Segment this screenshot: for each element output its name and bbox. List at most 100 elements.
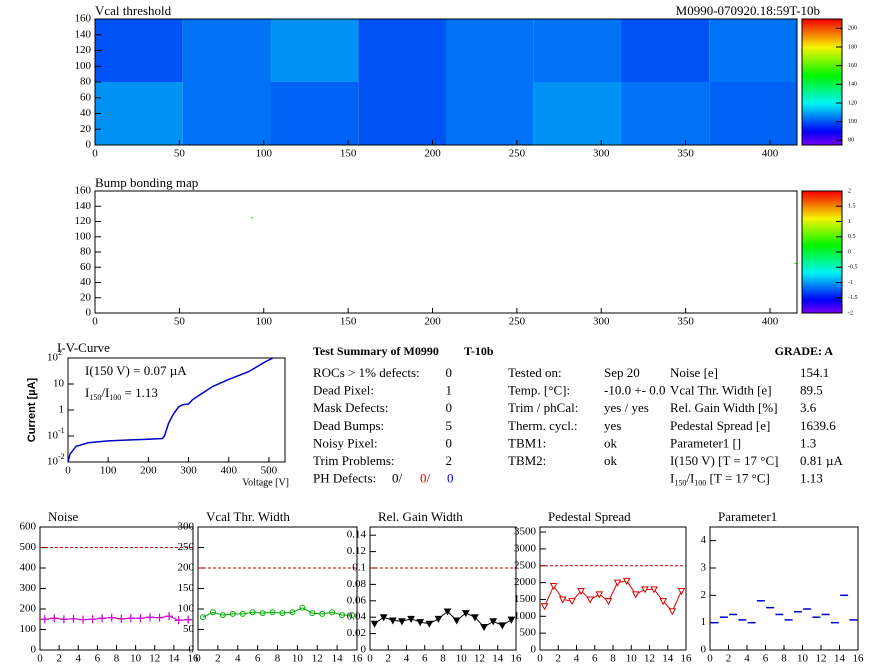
- summary-label: ROCs > 1% defects:: [313, 365, 420, 380]
- y-tick-label: 120: [75, 44, 92, 56]
- x-tick-label: 8: [440, 653, 446, 665]
- y-tick-label: 300: [178, 521, 195, 533]
- y-tick-label: 0: [31, 644, 37, 656]
- y-tick-label: 0: [86, 307, 92, 319]
- marker: [388, 617, 397, 625]
- heatmap-cell: [533, 82, 622, 145]
- summary-value: 0.81 µA: [800, 453, 843, 468]
- palette-slice: [802, 79, 842, 83]
- x-tick-label: 200: [140, 465, 157, 477]
- data-line: [67, 357, 274, 463]
- marker: [379, 614, 388, 622]
- palette-slice: [802, 252, 842, 255]
- x-tick-label: 4: [404, 653, 410, 665]
- palette-slice: [802, 107, 842, 110]
- marker: [407, 615, 415, 623]
- marker: [209, 609, 216, 616]
- palette-slice: [802, 69, 842, 72]
- x-tick-label: 150: [340, 148, 357, 160]
- y-tick-label: 150: [178, 582, 195, 594]
- x-tick-label: 0: [367, 653, 373, 665]
- palette-slice: [802, 136, 842, 140]
- palette-label: -1: [848, 280, 853, 286]
- palette-slice: [802, 308, 842, 312]
- marker: [604, 598, 613, 606]
- y-tick-label: 3: [701, 562, 707, 574]
- palette-slice: [802, 203, 842, 206]
- y-tick-exponent: 2: [58, 348, 62, 357]
- marker: [136, 614, 145, 623]
- summary-value: ok: [604, 435, 618, 450]
- x-tick-label: 0: [65, 465, 71, 477]
- summary-tag: T-10b: [464, 344, 494, 358]
- chart-title: I-V-Curve: [57, 340, 110, 355]
- palette-slice: [802, 243, 842, 247]
- marker: [259, 610, 266, 617]
- ratio-part: /I: [686, 471, 694, 486]
- palette-slice: [802, 245, 842, 249]
- marker: [398, 618, 406, 626]
- palette-slice: [802, 90, 842, 93]
- palette-slice: [802, 284, 842, 288]
- x-tick-label: 16: [188, 653, 200, 665]
- y-tick-label: 100: [20, 623, 37, 635]
- y-tick-label: 60: [80, 91, 92, 103]
- y-tick-label: 1000: [514, 610, 537, 622]
- ratio-part: I: [670, 471, 674, 486]
- y-tick-label: 400: [20, 562, 37, 574]
- heatmap-cell: [95, 82, 183, 145]
- palette-slice: [802, 288, 842, 292]
- marker: [349, 612, 356, 619]
- palette-label: 180: [848, 44, 857, 50]
- marker: [219, 612, 226, 619]
- summary-label: Dead Pixel:: [313, 383, 374, 398]
- y-tick-label: 500: [20, 541, 37, 553]
- marker: [59, 615, 68, 624]
- y-tick-label: 100: [178, 603, 195, 615]
- palette-slice: [802, 124, 842, 127]
- palette-slice: [802, 65, 842, 68]
- x-tick-label: 400: [762, 316, 779, 328]
- palette-slice: [802, 207, 842, 210]
- marker: [199, 614, 206, 621]
- y-tick-label: 0: [361, 644, 367, 656]
- palette-slice: [802, 306, 842, 310]
- x-tick-label: 350: [677, 316, 694, 328]
- palette-slice: [802, 201, 842, 204]
- x-tick-label: 10: [456, 653, 468, 665]
- chart-subtitle: M0990-070920.18:59T-10b: [676, 3, 820, 18]
- heatmap-cell: [709, 19, 797, 82]
- x-tick-label: 2: [726, 653, 732, 665]
- summary-label: I(150 V) [T = 17 °C]: [670, 453, 778, 468]
- summary-value: 1.13: [800, 471, 823, 486]
- marker: [650, 586, 658, 594]
- palette-slice: [802, 126, 842, 129]
- x-tick-label: 6: [422, 653, 428, 665]
- y-tick-label: 120: [75, 215, 92, 227]
- palette-slice: [802, 239, 842, 243]
- palette-slice: [802, 61, 842, 64]
- palette-slice: [802, 193, 842, 196]
- palette-slice: [802, 111, 842, 114]
- palette-slice: [802, 219, 842, 222]
- palette-slice: [802, 264, 842, 267]
- palette-label: 80: [848, 138, 854, 144]
- y-tick-label: 80: [80, 76, 92, 88]
- data-line: [44, 615, 189, 621]
- palette-label: -2: [848, 310, 853, 316]
- summary-value: 3.6: [800, 400, 817, 415]
- x-tick-label: 500: [261, 465, 278, 477]
- palette-slice: [802, 23, 842, 26]
- palette-slice: [802, 48, 842, 51]
- marker: [239, 610, 246, 617]
- x-tick-label: 0: [537, 653, 543, 665]
- palette-slice: [802, 221, 842, 225]
- heatmap-cell: [358, 19, 446, 82]
- palette-label: 140: [848, 82, 857, 88]
- x-tick-label: 14: [492, 653, 504, 665]
- y-tick-label: 20: [80, 291, 92, 303]
- x-tick-label: 12: [149, 653, 160, 665]
- y-tick-label: 250: [178, 541, 195, 553]
- summary-value: 154.1: [800, 365, 829, 380]
